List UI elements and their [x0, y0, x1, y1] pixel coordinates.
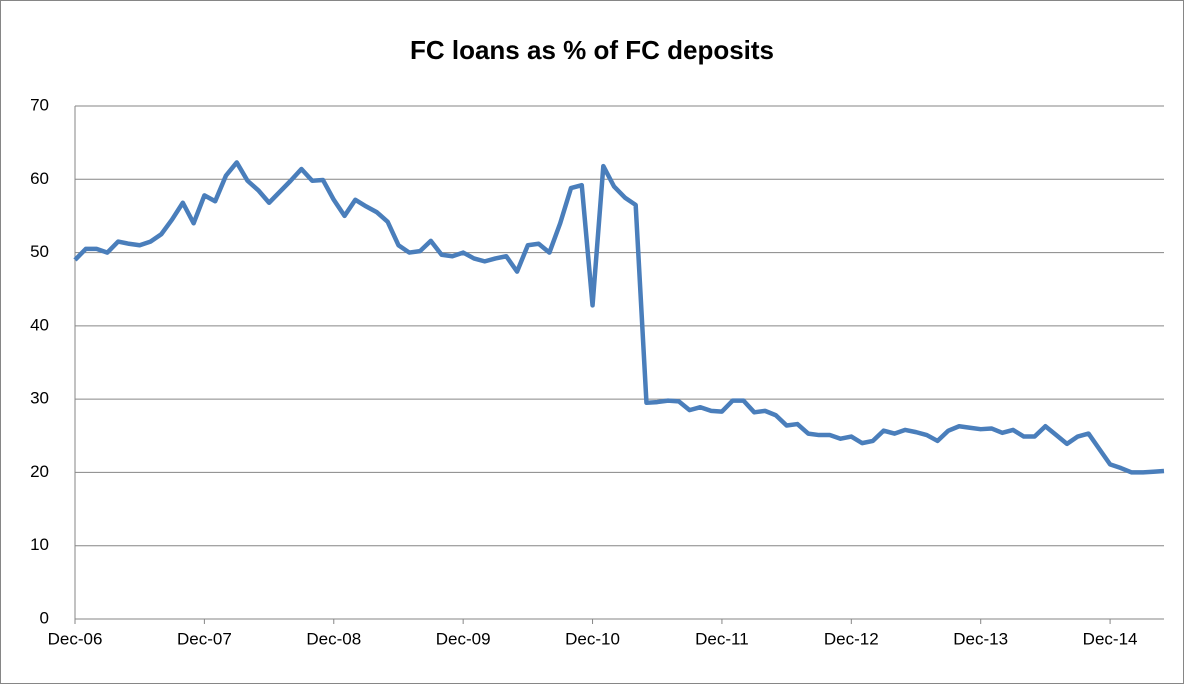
x-tick-label: Dec-08 [306, 629, 361, 648]
x-tick-label: Dec-07 [177, 629, 232, 648]
y-tick-label: 40 [30, 315, 49, 334]
y-tick-label: 30 [30, 389, 49, 408]
y-tick-label: 60 [30, 169, 49, 188]
y-tick-label: 70 [30, 95, 49, 114]
data-line [73, 160, 1165, 475]
chart-title: FC loans as % of FC deposits [410, 35, 774, 65]
x-tick-label: Dec-09 [436, 629, 491, 648]
x-tick-label: Dec-06 [48, 629, 103, 648]
x-tick-label: Dec-13 [953, 629, 1008, 648]
y-tick-label: 50 [30, 242, 49, 261]
x-tick-label: Dec-14 [1083, 629, 1138, 648]
x-tick-label: Dec-12 [824, 629, 879, 648]
x-tick-label: Dec-11 [695, 629, 749, 648]
x-tick-label: Dec-10 [565, 629, 620, 648]
y-tick-label: 20 [30, 462, 49, 481]
y-tick-label: 10 [30, 535, 49, 554]
y-tick-label: 0 [40, 608, 49, 627]
